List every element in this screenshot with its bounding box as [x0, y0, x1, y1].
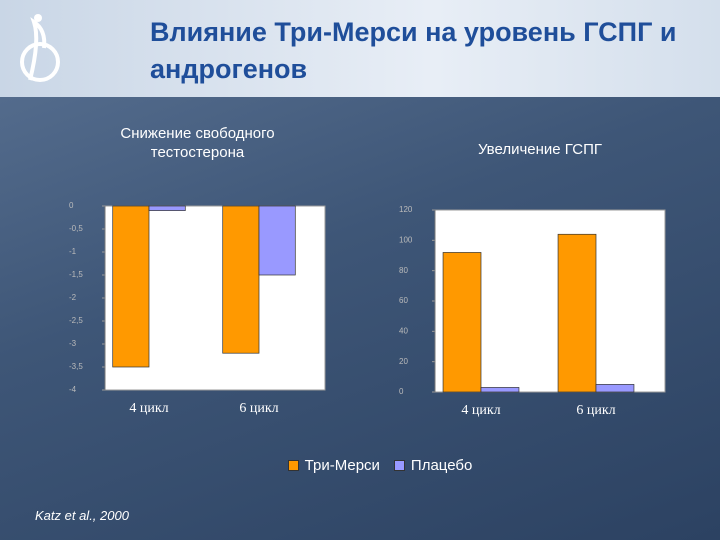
citation-authors: Katz et al.,: [35, 508, 97, 523]
y-tick-label: -1,5: [69, 270, 83, 279]
y-tick-label: -3: [69, 339, 77, 348]
legend-label: Три-Мерси: [304, 456, 380, 474]
bar: [148, 205, 186, 211]
bar: [480, 387, 520, 393]
citation-year: 2000: [100, 508, 129, 523]
bar: [442, 252, 482, 393]
citation: Katz et al., 2000: [35, 508, 129, 523]
legend: Три-Мерси Плацебо: [255, 455, 505, 475]
y-tick-label: 120: [399, 205, 413, 214]
y-tick-label: 80: [399, 266, 408, 275]
y-tick-label: 0: [399, 387, 404, 396]
y-tick-label: -2: [69, 293, 77, 302]
y-tick-label: -3,5: [69, 362, 83, 371]
y-tick-label: 60: [399, 296, 408, 305]
y-tick-label: 20: [399, 357, 408, 366]
bar: [112, 205, 150, 368]
logo: [20, 14, 60, 82]
y-tick-label: -4: [69, 385, 77, 394]
chart-title: Увеличение ГСПГ: [478, 141, 602, 158]
header-band: [0, 0, 720, 97]
y-tick-label: 0: [69, 201, 74, 210]
slide-title: Влияние Три-Мерси на уровень ГСПГ и андр…: [150, 17, 677, 84]
bar: [258, 205, 296, 276]
y-tick-label: 100: [399, 235, 413, 244]
chart-title: Снижение свободного тестостерона: [120, 125, 275, 161]
y-tick-label: -0,5: [69, 224, 83, 233]
x-tick-label: 6 цикл: [576, 403, 615, 418]
legend-label: Плацебо: [410, 456, 473, 474]
legend-swatch: [393, 459, 405, 471]
y-tick-label: 40: [399, 326, 408, 335]
y-tick-label: -1: [69, 247, 77, 256]
x-tick-label: 4 цикл: [461, 403, 500, 418]
legend-swatch: [287, 459, 299, 471]
bar: [222, 205, 260, 354]
x-tick-label: 6 цикл: [239, 401, 278, 416]
bar: [557, 233, 597, 393]
x-tick-label: 4 цикл: [129, 401, 168, 416]
bar: [595, 384, 635, 393]
y-tick-label: -2,5: [69, 316, 83, 325]
